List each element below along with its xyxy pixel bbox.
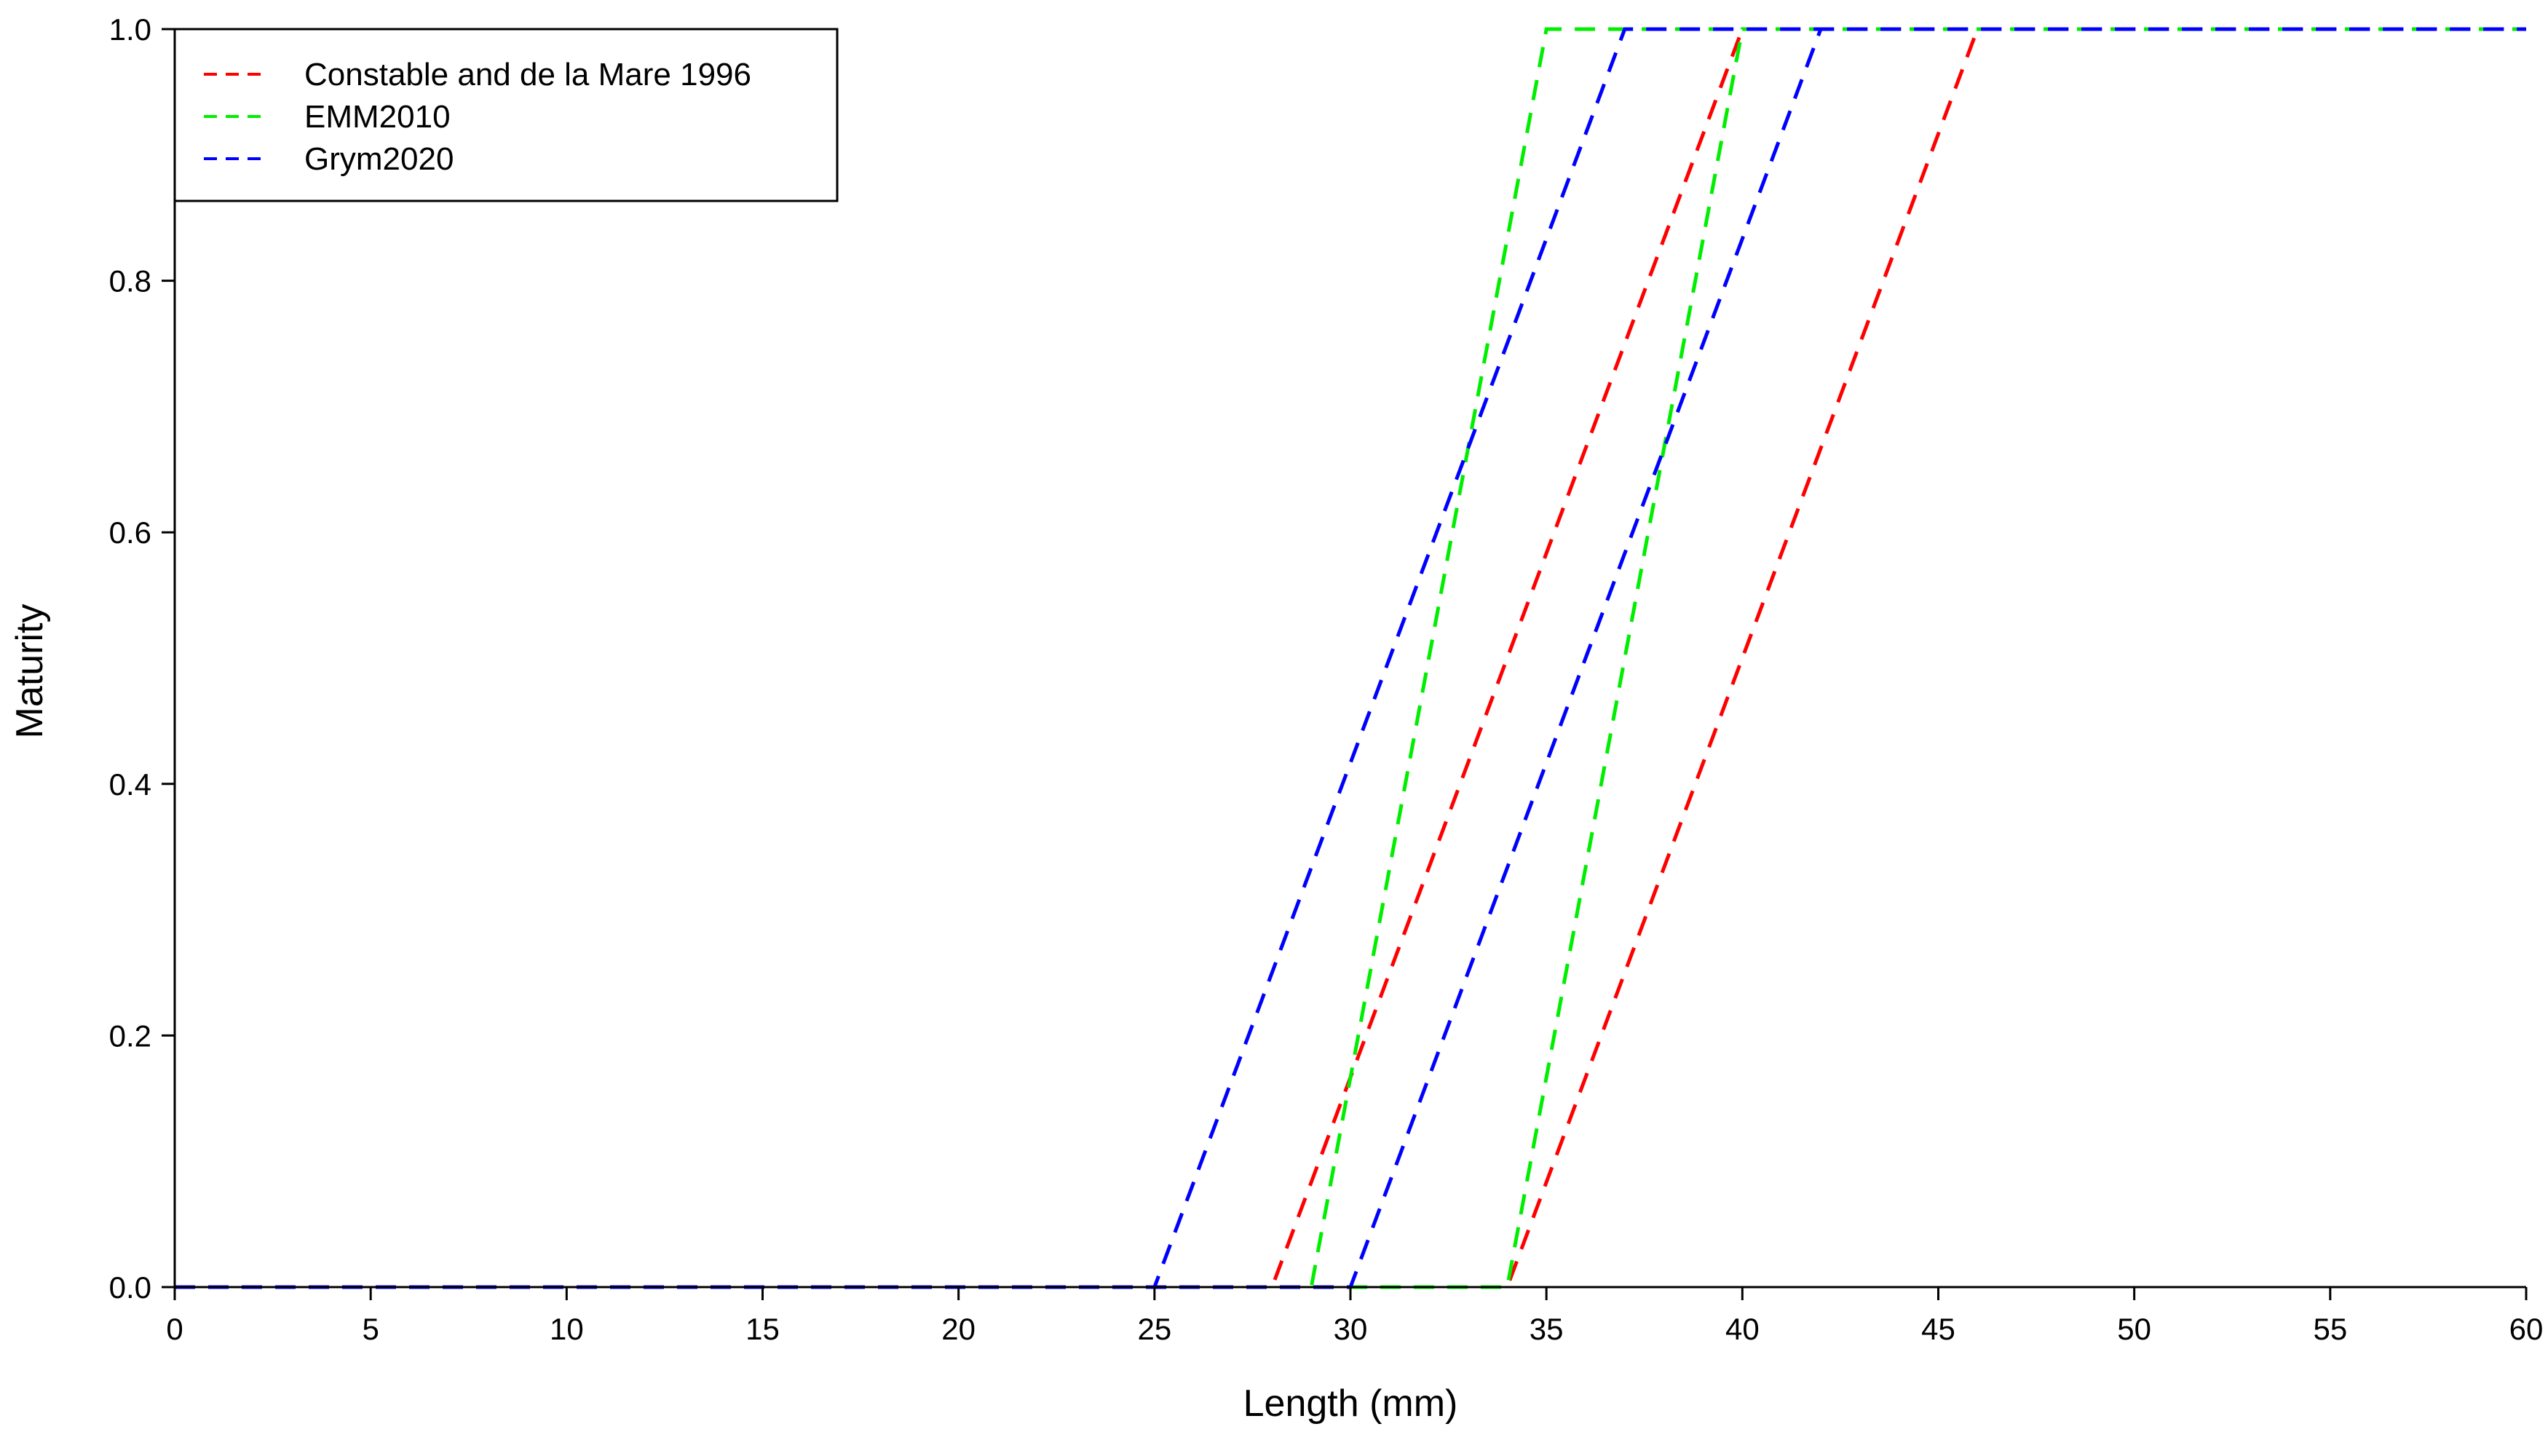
series-line-2 bbox=[175, 27, 2526, 1289]
y-tick-label: 1.0 bbox=[109, 12, 151, 47]
x-tick-label: 50 bbox=[2117, 1312, 2151, 1346]
legend-box bbox=[173, 28, 839, 202]
x-tick-label: 35 bbox=[1530, 1312, 1564, 1346]
series-line-3 bbox=[175, 27, 2526, 1289]
axes-layer: 0 5 10 15 20 25 30 35 40 45 50 55 60 0.0 0.2 0.4 0.6 0.8 1… bbox=[109, 12, 2544, 1346]
y-tick-label: 0.6 bbox=[109, 515, 151, 550]
legend-label-3: Grym2020 bbox=[304, 141, 454, 177]
y-tick-label: 0.4 bbox=[109, 767, 151, 802]
legend: Constable and de la Mare 1996 EMM2010 Grym… bbox=[173, 28, 839, 202]
y-tick-label: 0.2 bbox=[109, 1018, 151, 1053]
y-tick-label: 0.8 bbox=[109, 264, 151, 298]
x-tick-label: 45 bbox=[1921, 1312, 1955, 1346]
y-tick-label: 0.0 bbox=[109, 1270, 151, 1305]
x-tick-label: 60 bbox=[2509, 1312, 2544, 1346]
legend-label-2: EMM2010 bbox=[304, 99, 451, 135]
x-tick-label: 10 bbox=[550, 1312, 584, 1346]
legend-label-1: Constable and de la Mare 1996 bbox=[304, 57, 751, 92]
x-tick-label: 40 bbox=[1725, 1312, 1760, 1346]
x-tick-label: 0 bbox=[166, 1312, 183, 1346]
y-axis-title: Maturity bbox=[9, 604, 51, 739]
x-tick-label: 20 bbox=[941, 1312, 976, 1346]
x-tick-label: 30 bbox=[1334, 1312, 1368, 1346]
x-tick-label: 5 bbox=[362, 1312, 379, 1346]
x-tick-label: 55 bbox=[2313, 1312, 2347, 1346]
x-tick-label: 15 bbox=[745, 1312, 780, 1346]
x-tick-label: 25 bbox=[1137, 1312, 1171, 1346]
x-axis-title: Length (mm) bbox=[1243, 1382, 1458, 1425]
